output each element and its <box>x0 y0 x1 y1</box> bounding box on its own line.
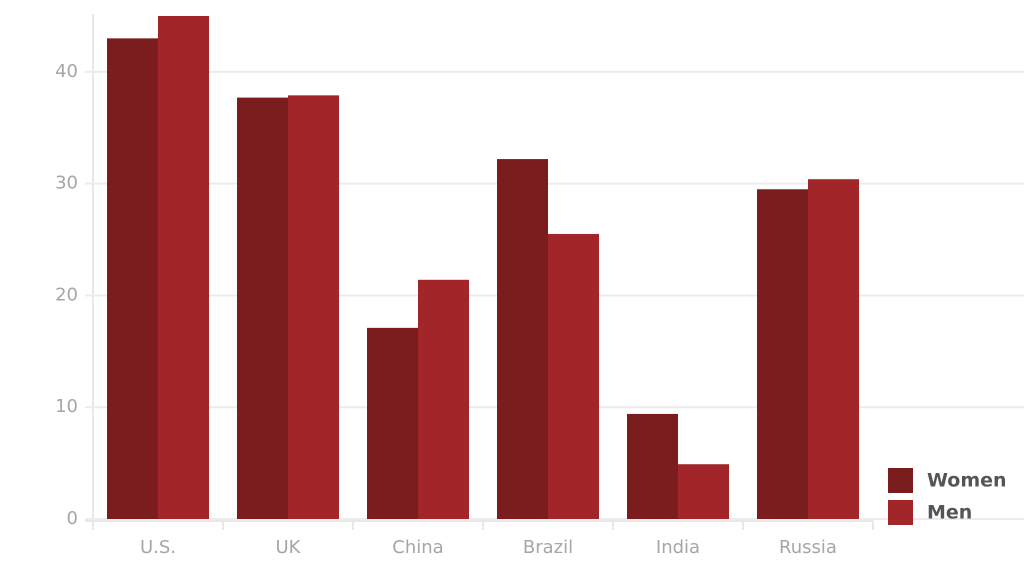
x-tick-label: U.S. <box>140 537 176 558</box>
y-tick-label: 20 <box>55 284 78 305</box>
x-tick-label: UK <box>276 537 302 558</box>
bar <box>808 179 859 519</box>
bar <box>548 233 599 519</box>
bar <box>627 413 678 519</box>
legend-swatch <box>888 468 913 493</box>
x-tick-label: Russia <box>779 537 837 558</box>
x-tick-label: Brazil <box>523 537 573 558</box>
y-tick-label: 0 <box>67 508 78 529</box>
x-tick-label: China <box>392 537 443 558</box>
legend-label: Women <box>927 470 1007 492</box>
bar <box>107 38 158 519</box>
x-tick-label: India <box>656 537 700 558</box>
bar <box>497 159 548 519</box>
bar <box>367 327 418 519</box>
bar <box>678 464 729 519</box>
legend-label: Men <box>927 502 972 524</box>
y-tick-label: 40 <box>55 61 78 82</box>
bar <box>418 279 469 519</box>
bar <box>158 16 209 519</box>
y-tick-label: 30 <box>55 173 78 194</box>
bar <box>237 97 288 519</box>
bar <box>757 189 808 519</box>
bar <box>288 95 339 520</box>
legend-swatch <box>888 500 913 525</box>
y-tick-label: 10 <box>55 396 78 417</box>
